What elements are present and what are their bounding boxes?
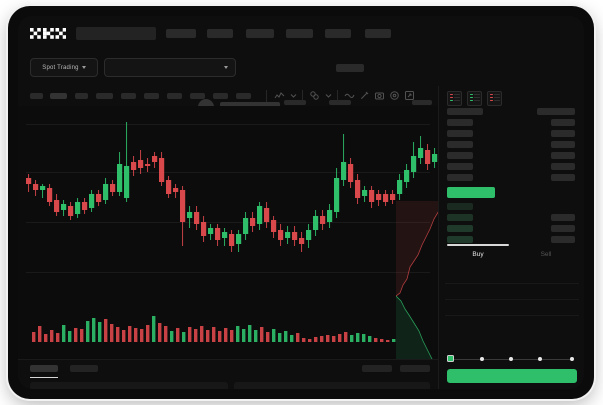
orderbook-rows[interactable]: [439, 108, 584, 243]
order-form: [445, 268, 579, 331]
chevron-down-icon[interactable]: [288, 90, 299, 101]
toolbar-pill-10[interactable]: [236, 93, 251, 99]
tab-buy[interactable]: Buy: [472, 251, 484, 258]
bottom-tab-open-orders[interactable]: [30, 365, 58, 372]
submit-buy-button[interactable]: [447, 369, 577, 383]
trading-pair-select[interactable]: [104, 58, 236, 77]
tab-sell[interactable]: Sell: [540, 251, 552, 258]
toolbar-pill-8[interactable]: [190, 93, 205, 99]
toolbar-pill-9[interactable]: [213, 93, 228, 99]
slider-dot-2[interactable]: [480, 356, 484, 361]
ob-view-both-icon[interactable]: [447, 91, 462, 106]
line-chart-icon[interactable]: [344, 90, 355, 101]
slider-dot-5[interactable]: [570, 356, 574, 361]
pencil-icon[interactable]: [359, 90, 370, 101]
depth-chart-overlay: [396, 201, 438, 359]
bottom-card-right[interactable]: [234, 382, 430, 389]
order-form-row-price[interactable]: [445, 268, 579, 284]
device-frame: Spot Trading: [8, 6, 594, 399]
chevron-down-icon: [224, 66, 228, 69]
bottom-action-2[interactable]: [400, 365, 430, 372]
order-form-row-total[interactable]: [445, 300, 579, 316]
compare-icon[interactable]: [309, 90, 320, 101]
toolbar-pill-4[interactable]: [96, 93, 113, 99]
orderbook-view-toggles: [447, 91, 502, 106]
chart-toolbar: [18, 86, 584, 106]
orderbook-row[interactable]: [439, 119, 584, 128]
orderbook-row[interactable]: [439, 130, 584, 139]
app-screen: Spot Trading: [18, 16, 584, 389]
nav-item-1[interactable]: [166, 29, 196, 38]
orderbook-row[interactable]: [439, 174, 584, 183]
ob-view-bids-icon[interactable]: [467, 91, 482, 106]
bottom-tab-order-history[interactable]: [70, 365, 98, 372]
okx-logo-icon[interactable]: [30, 28, 66, 39]
market-type-select[interactable]: Spot Trading: [30, 58, 98, 77]
slider-handle[interactable]: [447, 355, 454, 362]
market-subheader: Spot Trading: [18, 50, 584, 115]
nav-item-4[interactable]: [286, 29, 313, 38]
nav-item-2[interactable]: [207, 29, 233, 38]
chevron-down-icon-2[interactable]: [323, 90, 334, 101]
candle-series: [26, 122, 438, 252]
bottom-card-left[interactable]: [30, 382, 228, 389]
nav-item-5[interactable]: [325, 29, 351, 38]
amount-slider[interactable]: [447, 354, 577, 364]
orderbook-row[interactable]: [439, 152, 584, 161]
toolbar-divider-2: [302, 90, 303, 102]
stat-top-badge: [336, 64, 364, 72]
orderbook-trade-panel: Buy Sell: [438, 86, 584, 389]
toolbar-pill-3[interactable]: [75, 93, 88, 99]
orderbook-row[interactable]: [439, 163, 584, 172]
orderbook-row[interactable]: [439, 214, 584, 223]
toolbar-divider-1: [266, 90, 267, 102]
order-form-row-amount[interactable]: [445, 284, 579, 300]
indicators-icon[interactable]: [274, 90, 285, 101]
toolbar-divider-3: [337, 90, 338, 102]
orders-bottom-panel: [18, 359, 438, 389]
orderbook-row[interactable]: [439, 141, 584, 150]
slider-dot-3[interactable]: [509, 356, 513, 361]
orderbook-spread-highlight: [447, 187, 495, 198]
orderbook-row[interactable]: [439, 203, 584, 212]
price-chart-panel[interactable]: [18, 106, 438, 359]
volume-chart: [32, 316, 396, 342]
gridline: [26, 172, 430, 173]
toolbar-pill-7[interactable]: [167, 93, 182, 99]
orderbook-row[interactable]: [439, 225, 584, 234]
gridline: [26, 222, 430, 223]
orderbook-row[interactable]: [439, 108, 584, 117]
bottom-active-tab-underline: [30, 377, 58, 379]
toolbar-pill-2[interactable]: [50, 93, 67, 99]
toolbar-pill-6[interactable]: [144, 93, 159, 99]
nav-item-6[interactable]: [365, 29, 391, 38]
top-navigation-bar: [18, 16, 584, 50]
toolbar-pill-1[interactable]: [30, 93, 43, 99]
camera-icon[interactable]: [374, 90, 385, 101]
chevron-down-icon: [81, 66, 86, 69]
slider-dot-4[interactable]: [538, 356, 542, 361]
gridline: [26, 272, 430, 273]
ob-view-asks-icon[interactable]: [487, 91, 502, 106]
active-tab-underline: [447, 244, 509, 246]
buy-sell-tabs: Buy Sell: [447, 244, 577, 266]
bottom-action-1[interactable]: [362, 365, 392, 372]
nav-item-3[interactable]: [246, 29, 274, 38]
candlestick-chart[interactable]: [18, 106, 438, 296]
order-form-row-extra[interactable]: [445, 316, 579, 331]
gridline: [26, 124, 430, 125]
settings-icon[interactable]: [389, 90, 400, 101]
fullscreen-icon[interactable]: [404, 90, 415, 101]
market-type-label: Spot Trading: [42, 64, 79, 71]
search-input[interactable]: [76, 27, 156, 40]
orderbook-row[interactable]: [439, 236, 584, 245]
toolbar-pill-5[interactable]: [121, 93, 136, 99]
